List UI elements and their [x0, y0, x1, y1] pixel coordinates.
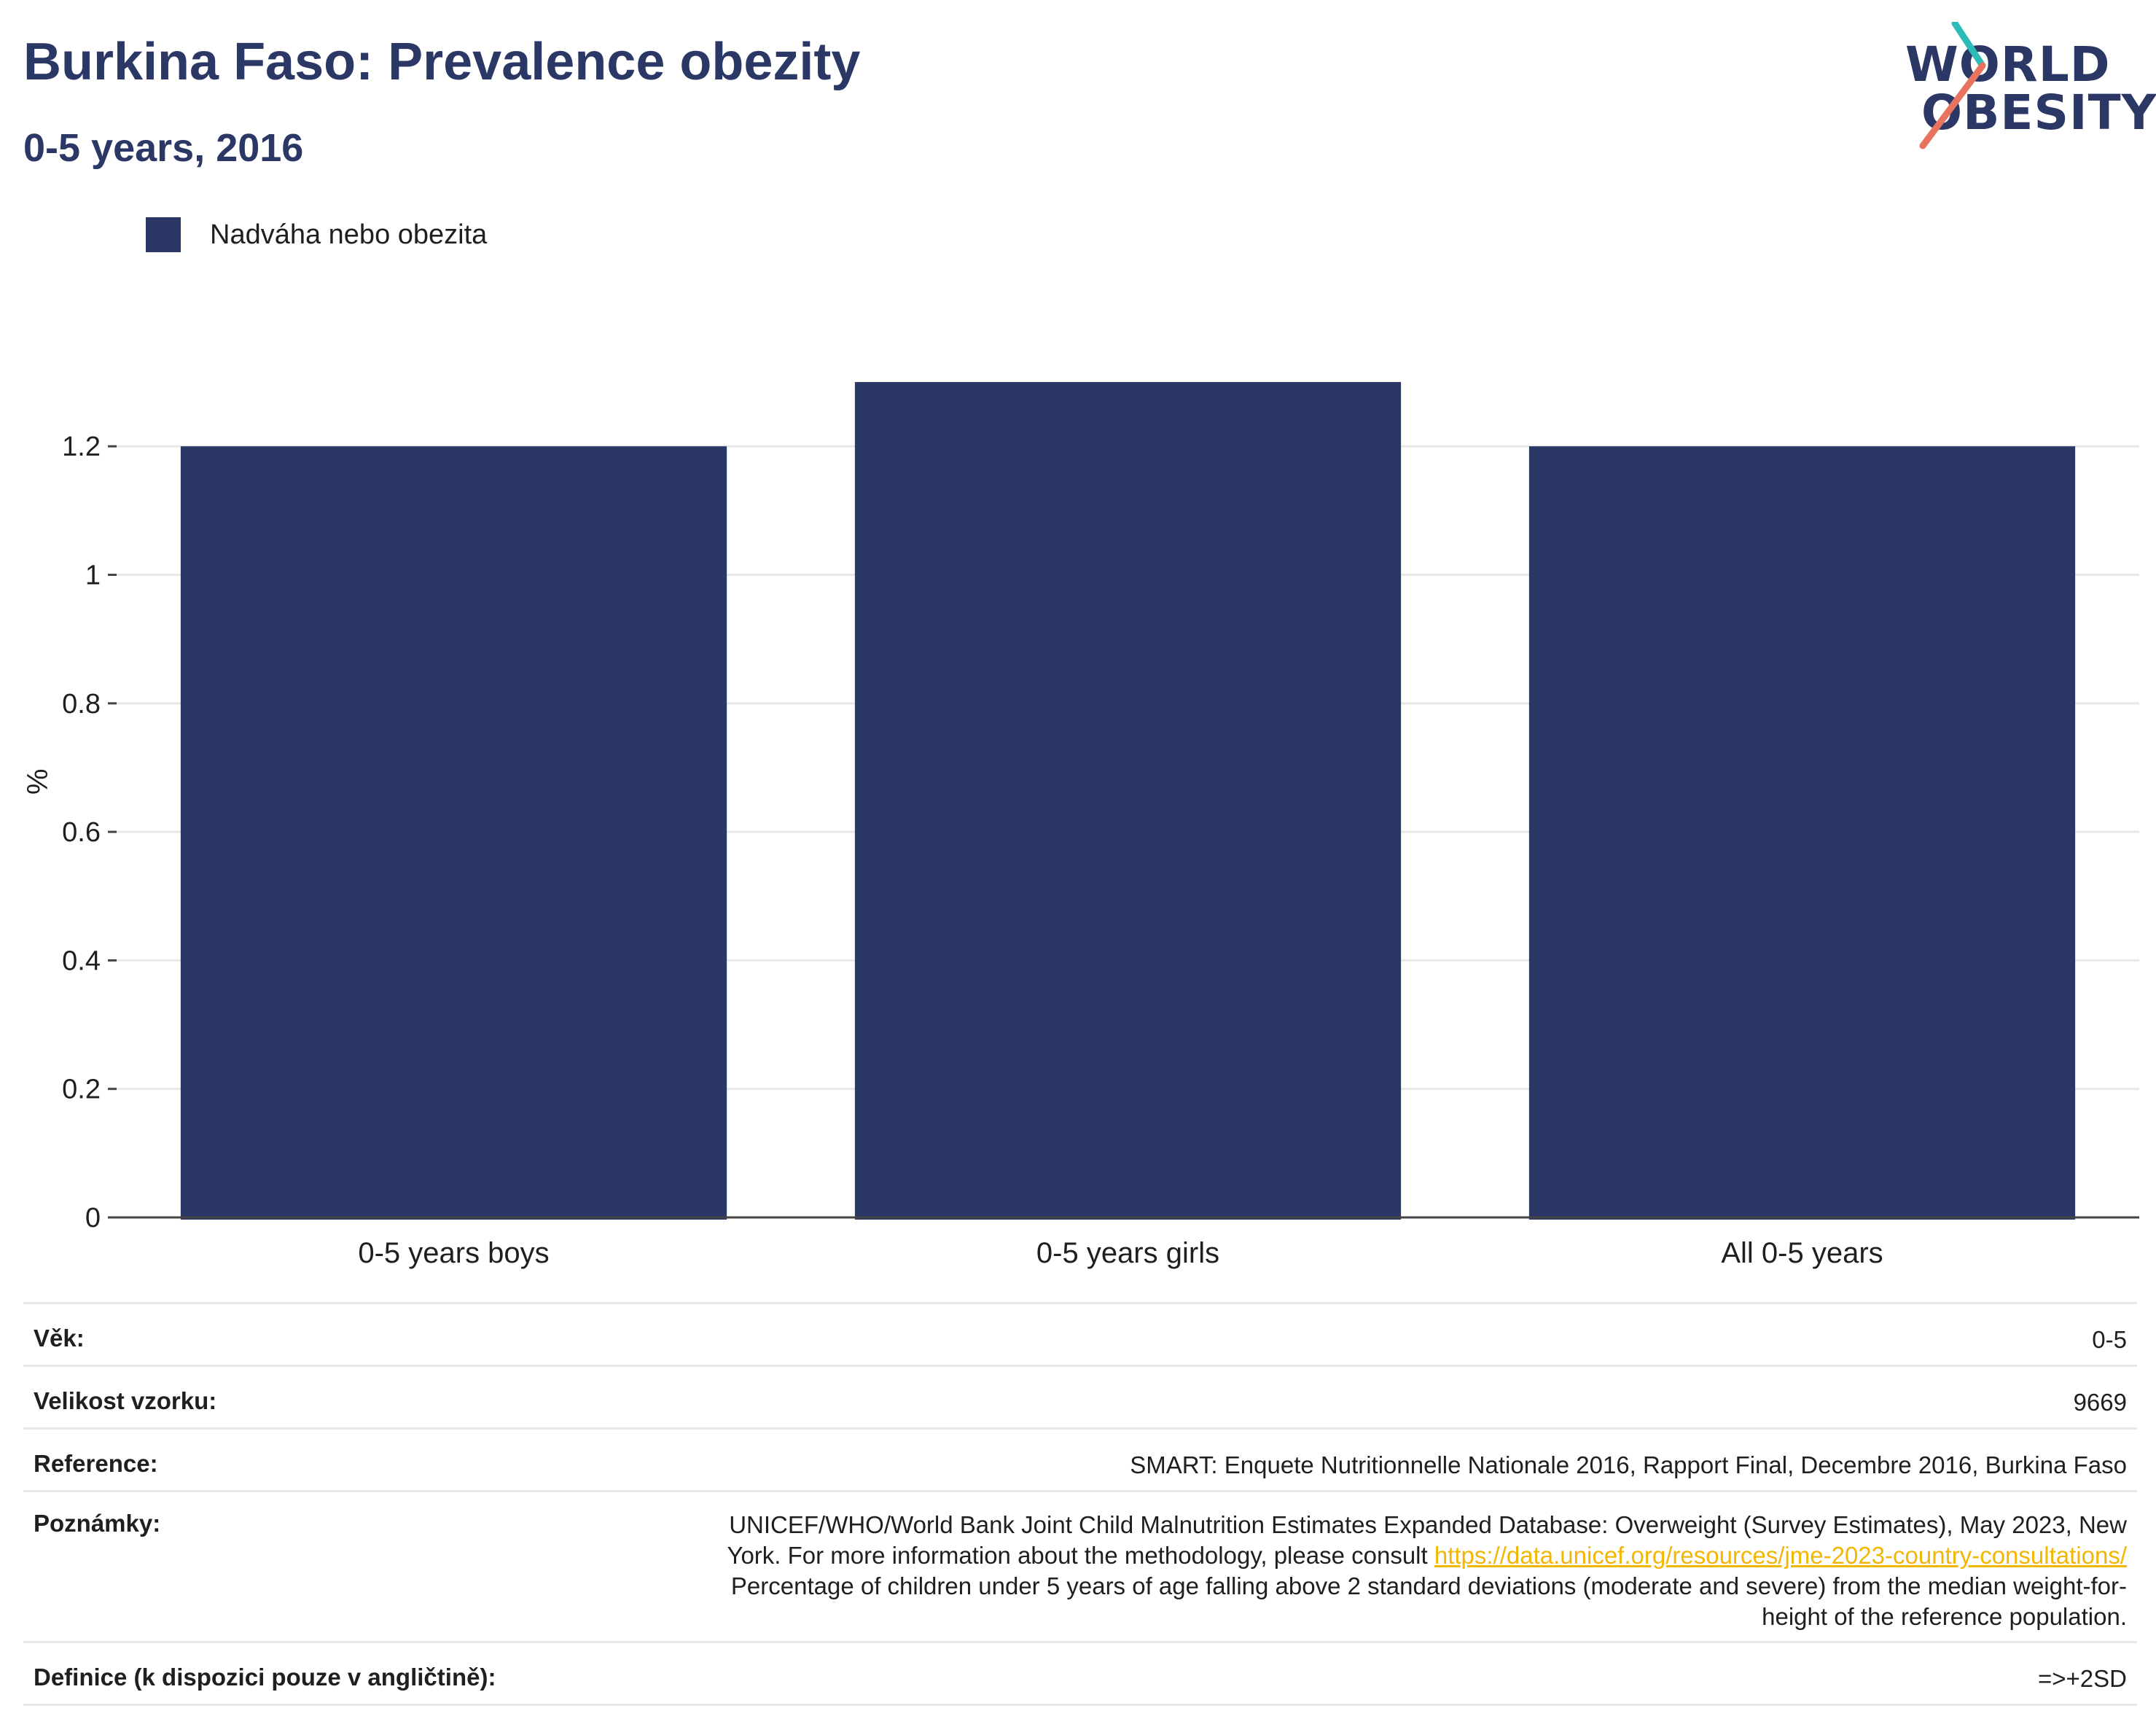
- bar: [180, 446, 727, 1220]
- notes-line-3: Percentage of children under 5 years of …: [730, 1572, 2127, 1599]
- notes-line-1: UNICEF/WHO/World Bank Joint Child Malnut…: [729, 1511, 2127, 1538]
- y-tick-label: 0.2: [62, 1075, 101, 1105]
- y-tick-label: 0.4: [62, 946, 101, 976]
- sample-value: 9669: [559, 1365, 2137, 1430]
- age-value: 0-5: [559, 1302, 2137, 1367]
- bar-chart: 0 0.2 0.4 0.6 0.8 1 1.2 0-5 years boys 0-5 years…: [62, 382, 2139, 1269]
- methodology-link[interactable]: https://data.unicef.org/resources/jme-20…: [1434, 1542, 2127, 1569]
- chart-subtitle: 0-5 years, 2016: [23, 126, 304, 170]
- notes-value: UNICEF/WHO/World Bank Joint Child Malnut…: [559, 1490, 2137, 1643]
- y-tick-label: 1.2: [62, 432, 101, 462]
- y-tick-label: 0.8: [62, 689, 101, 720]
- legend-label: Nadváha nebo obezita: [210, 219, 488, 250]
- info-row-reference: Reference: SMART: Enquete Nutritionnelle…: [23, 1427, 2137, 1492]
- logo-line-1: WORLD: [1905, 36, 2111, 93]
- age-label: Věk:: [23, 1302, 560, 1367]
- info-row-sample: Velikost vzorku: 9669: [23, 1365, 2137, 1430]
- bar: [1528, 446, 2076, 1220]
- y-tick-label: 0.6: [62, 817, 101, 848]
- x-tick-label: 0-5 years boys: [358, 1237, 549, 1269]
- chart-title: Burkina Faso: Prevalence obezity: [23, 33, 861, 91]
- info-table: Věk: 0-5 Velikost vzorku: 9669 Reference…: [23, 1302, 2137, 1706]
- x-tick-label: All 0-5 years: [1721, 1237, 1883, 1269]
- notes-line-2: York. For more information about the met…: [570, 1540, 2127, 1571]
- legend-swatch: [146, 217, 181, 252]
- info-row-age: Věk: 0-5: [23, 1302, 2137, 1367]
- chart-legend: Nadváha nebo obezita: [146, 217, 487, 252]
- bar: [854, 382, 1402, 1220]
- info-row-definition: Definice (k dispozici pouze v angličtině…: [23, 1641, 2137, 1706]
- definition-value: =>+2SD: [559, 1641, 2137, 1706]
- notes-line-4: height of the reference population.: [1762, 1603, 2127, 1630]
- notes-line-2-text: York. For more information about the met…: [727, 1542, 1434, 1569]
- x-tick-label: 0-5 years girls: [1036, 1237, 1219, 1269]
- y-tick-label: 0: [85, 1203, 101, 1233]
- info-row-notes: Poznámky: UNICEF/WHO/World Bank Joint Ch…: [23, 1490, 2137, 1643]
- sample-label: Velikost vzorku:: [23, 1365, 560, 1430]
- y-tick-label: 1: [85, 561, 101, 591]
- reference-label: Reference:: [23, 1427, 560, 1492]
- notes-label: Poznámky:: [23, 1490, 560, 1643]
- reference-value: SMART: Enquete Nutritionnelle Nationale …: [559, 1427, 2137, 1492]
- definition-label: Definice (k dispozici pouze v angličtině…: [23, 1641, 560, 1706]
- world-obesity-logo: WORLD OBESITY: [1902, 22, 2156, 153]
- logo-slash-icon: [1919, 22, 1986, 149]
